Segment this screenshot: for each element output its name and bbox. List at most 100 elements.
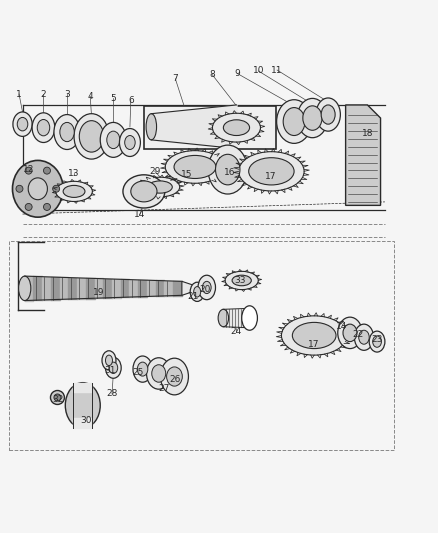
Ellipse shape [202,281,211,294]
Ellipse shape [321,105,335,124]
Ellipse shape [146,114,156,140]
Ellipse shape [17,117,28,131]
Ellipse shape [215,154,240,185]
Text: 7: 7 [173,74,178,83]
Text: 17: 17 [265,173,276,182]
Ellipse shape [208,145,247,194]
Text: 20: 20 [199,285,211,294]
Ellipse shape [223,120,250,135]
Circle shape [43,204,50,211]
Text: 17: 17 [308,340,320,349]
Ellipse shape [338,317,362,349]
Text: 1: 1 [16,90,22,99]
Ellipse shape [160,358,188,395]
Ellipse shape [249,158,294,185]
Ellipse shape [354,324,374,350]
Text: 23: 23 [372,335,383,344]
Text: 5: 5 [110,94,116,103]
Ellipse shape [120,128,141,157]
Ellipse shape [131,181,157,202]
Circle shape [54,394,61,401]
Ellipse shape [283,108,305,135]
Polygon shape [346,105,381,205]
Text: 30: 30 [80,416,92,425]
Text: 28: 28 [106,390,118,399]
Ellipse shape [56,181,92,201]
Text: 4: 4 [88,92,93,101]
Text: 33: 33 [234,276,246,285]
Text: 15: 15 [180,171,192,179]
Ellipse shape [152,365,166,382]
Text: 16: 16 [224,168,236,177]
Ellipse shape [106,355,113,366]
Ellipse shape [138,362,148,376]
Ellipse shape [292,322,336,349]
Ellipse shape [373,336,381,348]
Ellipse shape [102,351,116,370]
Polygon shape [182,281,195,295]
Circle shape [53,185,60,192]
Ellipse shape [54,115,80,149]
Ellipse shape [218,309,229,327]
Ellipse shape [232,275,251,286]
Ellipse shape [18,276,31,301]
Ellipse shape [166,367,182,386]
Ellipse shape [198,275,215,300]
Text: 9: 9 [234,69,240,78]
Ellipse shape [13,112,32,136]
Circle shape [16,185,23,192]
Ellipse shape [148,181,172,193]
Text: 3: 3 [64,90,70,99]
Text: 12: 12 [23,165,35,174]
Ellipse shape [194,287,201,297]
Ellipse shape [147,358,171,389]
Text: 2: 2 [41,90,46,99]
Circle shape [43,167,50,174]
Ellipse shape [174,156,216,179]
Text: 21: 21 [187,292,198,301]
Bar [10,241,394,450]
Ellipse shape [242,306,258,330]
Text: 18: 18 [362,129,373,138]
Ellipse shape [100,123,127,157]
Ellipse shape [74,114,109,159]
Text: 19: 19 [93,288,105,297]
Ellipse shape [79,120,104,152]
Polygon shape [144,106,276,149]
Text: 22: 22 [352,330,364,338]
Text: 31: 31 [104,366,116,375]
Ellipse shape [37,119,50,136]
Ellipse shape [12,160,63,217]
Text: 6: 6 [128,96,134,105]
Ellipse shape [32,113,55,142]
Ellipse shape [359,330,369,344]
Ellipse shape [239,152,304,191]
Ellipse shape [343,324,357,342]
Ellipse shape [125,135,135,149]
Circle shape [50,391,64,405]
Ellipse shape [133,356,152,382]
Ellipse shape [123,175,165,208]
Text: 14: 14 [134,211,145,220]
Ellipse shape [277,100,311,143]
Ellipse shape [303,106,322,130]
Ellipse shape [141,177,180,197]
Text: 25: 25 [133,368,144,377]
Text: 32: 32 [53,395,64,403]
Ellipse shape [225,271,258,289]
Text: 24: 24 [231,327,242,336]
Text: 13: 13 [68,168,80,177]
Text: 8: 8 [209,70,215,79]
Ellipse shape [65,383,100,428]
Circle shape [25,204,32,211]
Text: 27: 27 [159,384,170,393]
Text: 11: 11 [271,66,283,75]
Text: 14: 14 [336,322,348,331]
Ellipse shape [282,316,347,355]
Text: 29: 29 [149,167,160,176]
Ellipse shape [28,178,47,200]
Text: 10: 10 [253,67,264,75]
Ellipse shape [63,185,85,197]
Circle shape [25,167,32,174]
Ellipse shape [212,113,261,142]
